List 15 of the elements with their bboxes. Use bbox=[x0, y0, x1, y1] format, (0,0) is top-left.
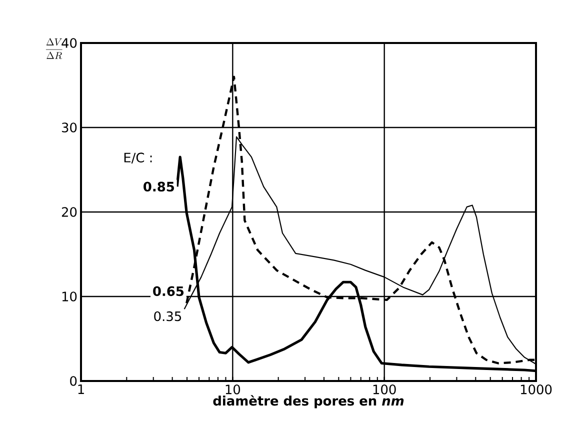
y-tick-label: 20 bbox=[62, 207, 77, 217]
x-tick-label: 1 bbox=[78, 384, 84, 394]
x-axis-title: diamètre des pores en nm bbox=[213, 395, 404, 408]
x-tick-label: 10 bbox=[226, 384, 240, 394]
series-label: 0.65 bbox=[153, 286, 184, 296]
y-tick-label: 30 bbox=[62, 122, 77, 132]
series-label: 0.85 bbox=[144, 182, 174, 192]
y-tick-label: 40 bbox=[62, 38, 77, 48]
y-tick-label: 0 bbox=[70, 376, 77, 386]
x-tick-label: 1000 bbox=[520, 384, 552, 394]
y-axis-title: $\frac{\Delta V}{\Delta R}$ bbox=[46, 38, 62, 60]
x-tick-label: 100 bbox=[373, 384, 396, 394]
series-label: 0.35 bbox=[154, 311, 181, 322]
y-tick-label: 10 bbox=[62, 292, 77, 302]
legend-title: E/C : bbox=[124, 152, 152, 164]
